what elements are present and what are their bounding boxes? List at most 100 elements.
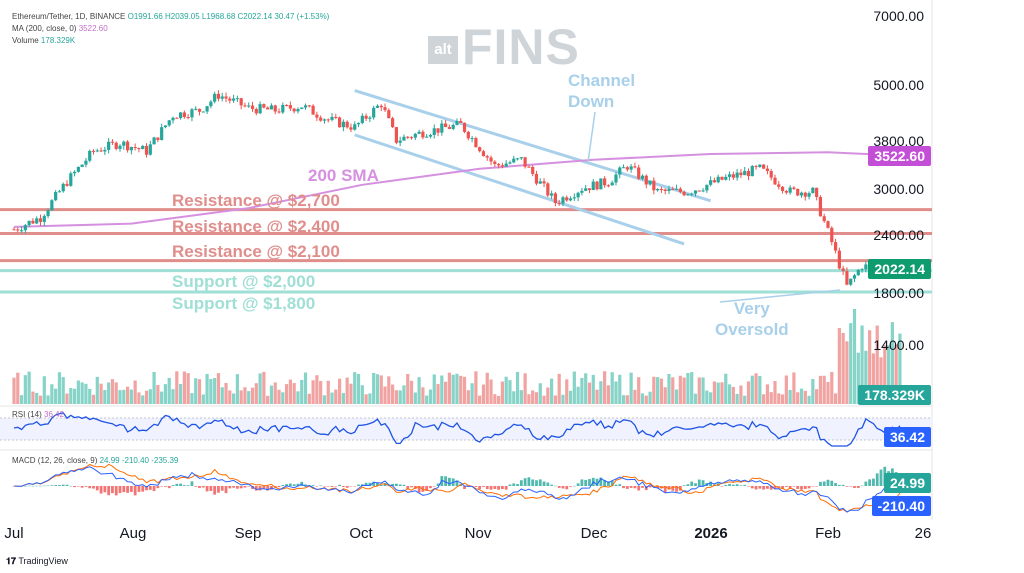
- macd-histogram-bar: [478, 486, 482, 490]
- macd-histogram-bar: [663, 486, 667, 493]
- macd-histogram-bar: [122, 486, 126, 493]
- volume-bar: [394, 390, 398, 404]
- candle-body: [474, 138, 478, 148]
- volume-bar: [603, 371, 607, 404]
- macd-histogram-bar: [830, 480, 834, 486]
- macd-histogram-bar: [709, 481, 713, 486]
- volume-bar: [599, 381, 603, 404]
- candle-body: [141, 145, 145, 150]
- volume-bar: [864, 350, 868, 404]
- macd-histogram-bar: [879, 469, 883, 486]
- macd-histogram-bar: [402, 484, 406, 486]
- volume-bar: [546, 387, 550, 404]
- candle-body: [398, 140, 402, 143]
- candle-body: [595, 181, 599, 190]
- volume-bar: [478, 395, 482, 404]
- volume-bar: [167, 377, 171, 404]
- macd-histogram-bar: [349, 486, 353, 487]
- volume-bar: [886, 345, 891, 404]
- volume-bar: [663, 387, 667, 404]
- volume-bar: [727, 384, 732, 404]
- candle-body: [152, 137, 156, 145]
- volume-bar: [803, 390, 807, 404]
- macd-histogram-bar: [565, 486, 569, 490]
- macd-histogram-bar: [198, 486, 201, 488]
- candle-body: [856, 270, 860, 276]
- macd-histogram-bar: [660, 486, 663, 489]
- volume-bar: [474, 371, 478, 404]
- macd-histogram-bar: [217, 486, 220, 493]
- macd-histogram-bar: [228, 486, 232, 489]
- volume-bar: [224, 382, 228, 404]
- macd-histogram-bar: [95, 486, 99, 491]
- macd-histogram-bar: [444, 476, 448, 486]
- macd-histogram-bar: [357, 484, 360, 486]
- macd-histogram-bar: [296, 483, 300, 486]
- volume-bar: [637, 377, 641, 404]
- macd-histogram-bar: [648, 486, 652, 488]
- volume-bar: [391, 384, 395, 404]
- candle-body: [338, 117, 342, 128]
- macd-histogram-bar: [160, 486, 164, 487]
- volume-bar: [584, 373, 588, 404]
- volume-bar: [830, 371, 834, 404]
- macd-histogram-bar: [872, 478, 875, 486]
- candle-body: [739, 172, 743, 176]
- volume-bar: [288, 379, 292, 404]
- volume-bar: [716, 382, 720, 404]
- candle-body: [481, 151, 486, 157]
- macd-histogram-bar: [527, 477, 531, 486]
- macd-histogram-bar: [376, 482, 379, 486]
- volume-bar: [807, 395, 811, 404]
- candle-body: [91, 150, 96, 152]
- macd-histogram-bar: [875, 473, 879, 486]
- volume-bar: [758, 375, 762, 404]
- candle-body: [754, 166, 758, 168]
- macd-histogram-bar: [610, 480, 614, 486]
- macd-histogram-bar: [330, 486, 334, 487]
- volume-bar: [356, 374, 361, 404]
- macd-histogram-bar: [23, 485, 27, 487]
- x-tick-sep: Sep: [234, 525, 262, 542]
- candle-body: [572, 197, 576, 199]
- candle-body: [508, 162, 512, 164]
- volume-bar: [470, 383, 474, 404]
- macd-histogram-bar: [864, 481, 868, 486]
- candle-body: [746, 170, 751, 177]
- resistance-2700-label: Resistance @ $2,700: [172, 191, 340, 210]
- candle-body: [618, 167, 622, 175]
- candle-body: [269, 105, 274, 110]
- candle-body: [61, 183, 65, 192]
- macd-histogram-bar: [224, 486, 228, 494]
- candle-body: [235, 98, 239, 100]
- rsi-label: RSI (14): [12, 410, 42, 419]
- macd-histogram-bar: [417, 486, 421, 493]
- volume-bar: [497, 395, 501, 404]
- macd-histogram-bar: [849, 486, 853, 487]
- volume-bar: [114, 382, 118, 404]
- volume-bar: [353, 372, 357, 404]
- volume-bar: [720, 382, 724, 404]
- volume-bar: [856, 352, 860, 404]
- candle-body: [515, 158, 520, 160]
- candle-body: [750, 166, 754, 177]
- candle-body: [95, 150, 99, 152]
- volume-bar: [833, 393, 838, 404]
- candle-body: [19, 230, 24, 232]
- macd-histogram-bar: [76, 486, 80, 487]
- macd-histogram-bar: [512, 483, 516, 486]
- volume-bar: [731, 386, 735, 404]
- volume-bar: [266, 395, 270, 404]
- tradingview-label: TradingView: [18, 556, 68, 566]
- macd-histogram-bar: [99, 486, 103, 494]
- candle-body: [451, 124, 455, 129]
- candle-body: [697, 190, 701, 192]
- macd-histogram-bar: [323, 486, 326, 487]
- x-tick-2026: 2026: [694, 525, 728, 542]
- macd-histogram-bar: [868, 479, 872, 486]
- macd-histogram-bar: [784, 486, 788, 487]
- volume-bar: [754, 373, 758, 404]
- candle-body: [190, 109, 194, 118]
- volume-bar: [383, 386, 387, 404]
